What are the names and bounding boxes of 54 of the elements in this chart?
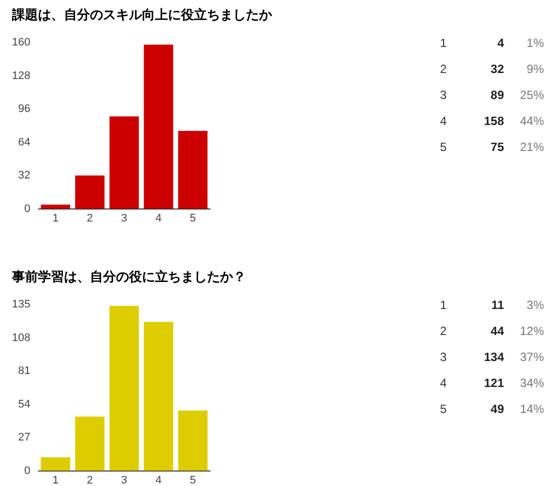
text: 89 [490, 87, 504, 104]
category-label: 3 [440, 88, 447, 102]
category-label: 3 [440, 350, 447, 364]
chart-title: 課題は、自分のスキル向上に役立ちましたか [12, 6, 272, 24]
y-tick-label: 0 [24, 464, 30, 477]
text: 121 [482, 375, 504, 392]
y-tick-label: 0 [24, 202, 30, 215]
y-tick-label: 160 [12, 36, 30, 49]
text: 14% [518, 401, 544, 418]
category-label: 2 [440, 324, 447, 338]
category-label: 5 [440, 140, 447, 154]
text: 134 [482, 349, 504, 366]
y-tick-label: 64 [18, 136, 30, 148]
text: 44 [490, 323, 504, 340]
y-tick-label: 54 [18, 398, 30, 410]
text: 34% [518, 375, 544, 392]
text: 158 [482, 113, 504, 130]
category-label: 4 [440, 376, 447, 390]
category-label: 1 [440, 36, 447, 50]
text: 3% [526, 297, 544, 314]
category-label: 1 [440, 298, 447, 312]
text: 1% [526, 35, 544, 52]
text: 4 [440, 113, 448, 130]
text: 44% [518, 113, 544, 130]
text: 32 [490, 61, 504, 78]
text: 9% [526, 61, 544, 78]
category-label: 5 [440, 402, 447, 416]
y-tick-label: 108 [12, 332, 30, 344]
y-tick-label: 128 [12, 70, 30, 82]
chart-title: 事前学習は、自分の役に立ちましたか？ [12, 268, 246, 286]
x-tick-label: 3 [121, 212, 128, 224]
x-tick-label: 2 [86, 474, 93, 486]
y-tick-label: 32 [18, 170, 30, 182]
y-tick-label: 27 [18, 432, 30, 444]
y-tick-label: 81 [18, 365, 30, 378]
x-tick-label: 4 [155, 474, 162, 486]
x-tick-label: 3 [121, 474, 128, 486]
text: 75 [490, 139, 504, 156]
y-tick-label: 135 [12, 298, 30, 311]
text: 4 [497, 36, 504, 50]
x-tick-label: 1 [52, 474, 59, 486]
text: 25% [518, 87, 544, 104]
y-tick-label: 96 [18, 103, 30, 116]
text: 11 [490, 297, 504, 314]
text: 21% [518, 139, 544, 156]
text: 49 [490, 401, 504, 418]
x-tick-label: 2 [86, 212, 93, 224]
text: 37% [518, 349, 544, 366]
category-label: 2 [440, 62, 447, 76]
x-tick-label: 5 [190, 212, 196, 224]
text: 12% [518, 323, 544, 340]
x-tick-label: 4 [155, 212, 162, 224]
x-tick-label: 5 [190, 474, 196, 486]
x-tick-label: 1 [52, 212, 59, 224]
